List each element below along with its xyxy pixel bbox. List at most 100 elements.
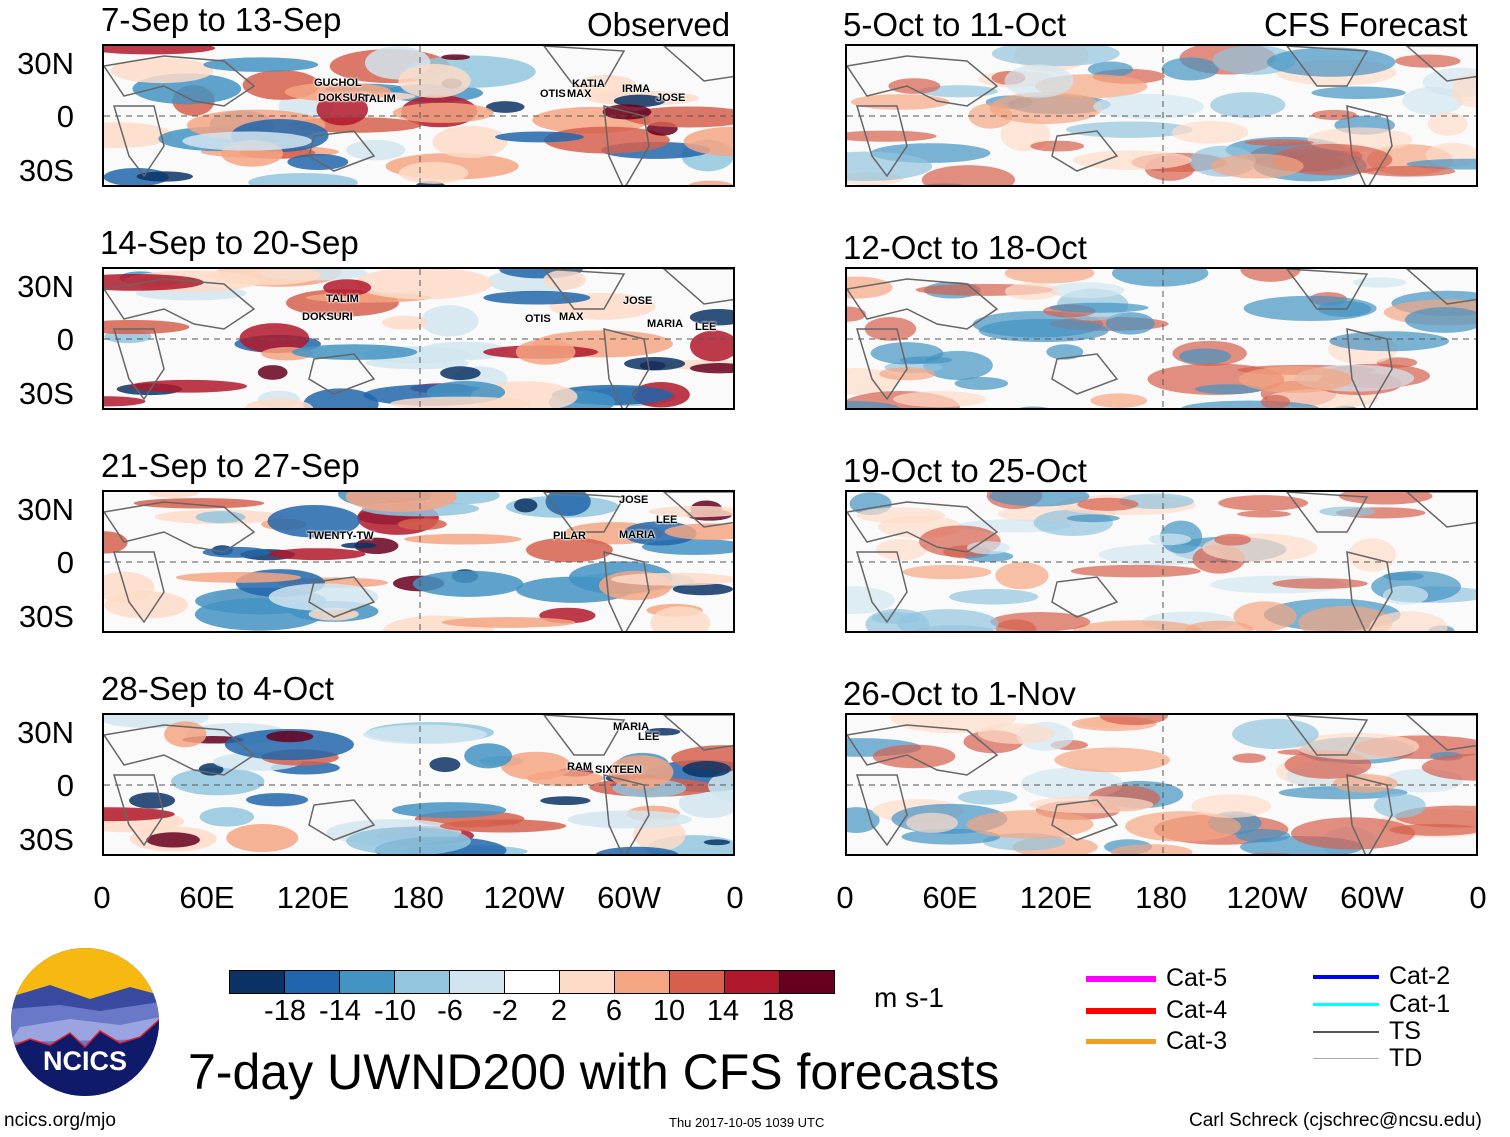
wind-contour (1369, 611, 1448, 631)
wind-contour (1185, 620, 1254, 631)
wind-contour (202, 546, 270, 558)
coastline (308, 130, 376, 172)
x-tick: 60W (1340, 880, 1404, 915)
wind-contour (1004, 269, 1095, 284)
storm-label: RAM (567, 761, 593, 773)
storm-label: TALIM (363, 93, 396, 105)
legend-swatch (1313, 974, 1379, 979)
wind-contour (257, 365, 288, 380)
wind-contour (209, 269, 321, 286)
wind-contour (613, 94, 666, 108)
wind-contour (429, 757, 461, 773)
wind-contour (1072, 620, 1202, 631)
wind-contour (398, 63, 471, 98)
wind-contour (1394, 54, 1461, 68)
wind-contour (1243, 295, 1377, 322)
wind-contour (906, 812, 958, 833)
colorbar-swatch (505, 971, 560, 993)
x-tick: 180 (392, 880, 444, 915)
wind-contour (856, 507, 946, 524)
wind-contour (954, 376, 1009, 390)
wind-contour (688, 180, 733, 185)
wind-contour (1266, 47, 1396, 77)
storm-label: MARIA (619, 529, 656, 541)
ncics-logo: NCICS (11, 948, 159, 1096)
wind-contour (689, 309, 733, 326)
wind-contour (1338, 492, 1433, 505)
wind-contour (902, 565, 992, 580)
legend-swatch (1313, 1030, 1379, 1033)
wind-contour (1110, 844, 1193, 854)
coastline (104, 724, 256, 776)
wind-field (104, 269, 733, 408)
storm-label: MAX (559, 311, 584, 323)
wind-contour (958, 789, 1018, 805)
wind-contour (363, 724, 487, 745)
wind-contour (104, 319, 190, 335)
wind-contour (650, 606, 711, 631)
wind-field (847, 269, 1476, 408)
wind-contour (341, 542, 377, 549)
wind-contour (267, 504, 360, 538)
coastline (1346, 774, 1393, 854)
wind-contour (1427, 112, 1468, 136)
storm-label: TALIM (326, 293, 359, 305)
panel-title: 21-Sep to 27-Sep (101, 447, 360, 484)
y-tick: 30S (18, 822, 74, 857)
colorbar-swatch (725, 971, 780, 993)
coastline (847, 278, 999, 330)
wind-contour (412, 570, 524, 597)
coastline (1405, 46, 1476, 82)
y-tick: 0 (56, 322, 74, 357)
wind-contour (1179, 348, 1231, 365)
wind-contour (847, 151, 933, 182)
map-panel: GUCHOL DOKSURI TALIM OTIS MAX KATIA IRMA… (102, 44, 735, 187)
wind-contour (246, 793, 309, 807)
x-tick: 120W (483, 880, 565, 915)
wind-contour (899, 356, 953, 364)
wind-contour (104, 46, 216, 55)
timestamp: Thu 2017-10-05 1039 UTC (669, 1115, 825, 1130)
wind-contour (203, 57, 319, 72)
wind-contour (1382, 585, 1429, 605)
wind-contour (1333, 774, 1398, 793)
wind-contour (1298, 605, 1393, 631)
coastline (603, 774, 650, 854)
wind-contour (888, 78, 941, 94)
wind-contour (949, 588, 1039, 605)
panel-title: 7-Sep to 13-Sep (101, 1, 342, 38)
wind-contour (171, 767, 265, 796)
wind-contour (146, 832, 200, 848)
wind-contour (1066, 514, 1120, 523)
coastline (308, 353, 376, 395)
wind-contour (1112, 269, 1209, 287)
wind-contour (303, 388, 379, 408)
map-panel (845, 267, 1478, 410)
wind-contour (1235, 829, 1291, 843)
wind-contour (390, 396, 530, 408)
wind-contour (1077, 497, 1139, 511)
legend-swatch (1313, 1003, 1379, 1006)
panel-title: 19-Oct to 25-Oct (843, 452, 1087, 489)
wind-contour (1004, 64, 1074, 98)
wind-contour (1311, 86, 1406, 99)
wind-contour (850, 94, 950, 110)
coastline (855, 551, 908, 624)
wind-contour (1172, 121, 1249, 144)
wind-contour (624, 356, 686, 371)
map-panel: TALIM DOKSURI OTIS MAX JOSE MARIA LEE (102, 267, 735, 410)
coastline (662, 492, 733, 528)
wind-field (104, 492, 733, 631)
wind-contour (441, 617, 576, 628)
legend-item: Cat-5 (1086, 964, 1227, 993)
x-tick: 180 (1135, 880, 1187, 915)
wind-contour (1250, 853, 1292, 854)
wind-contour (291, 344, 418, 360)
wind-contour (104, 807, 175, 822)
wind-contour (703, 839, 731, 846)
ncics-link[interactable]: ncics.org/mjo (4, 1110, 116, 1131)
coastline (1346, 105, 1393, 185)
wind-contour (1049, 302, 1149, 313)
x-tick: 0 (1469, 880, 1487, 915)
storm-label: JOSE (656, 92, 686, 104)
